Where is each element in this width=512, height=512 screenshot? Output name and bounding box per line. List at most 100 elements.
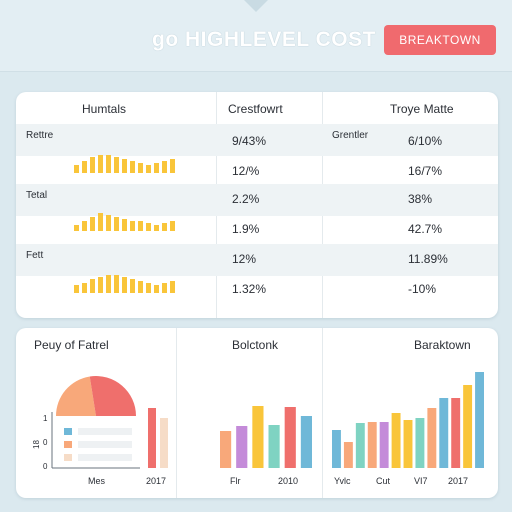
sparkline-bar: [138, 221, 143, 231]
sparkline: [74, 275, 175, 293]
legend-bar: [78, 454, 132, 461]
sparkline-bar: [170, 281, 175, 293]
sparkline-bar: [74, 225, 79, 231]
legend-bar: [78, 428, 132, 435]
bar: [391, 413, 401, 468]
bar: [268, 425, 280, 468]
bar: [475, 372, 484, 468]
y-tick: 1: [43, 414, 48, 423]
table-cell: 6/10%: [408, 134, 443, 148]
x-tick-label: 2017: [146, 476, 167, 486]
sparkline-bar: [82, 221, 87, 231]
sparkline-bar: [122, 219, 127, 231]
section-label: Fett: [26, 250, 44, 261]
bar: [252, 406, 264, 468]
x-tick-label: Mes: [88, 476, 106, 486]
sparkline-bar: [154, 163, 159, 173]
header-notch: [244, 0, 268, 12]
sparkline: [74, 155, 175, 173]
section-side-label: Grentler: [332, 130, 369, 141]
sparkline-bar: [130, 221, 135, 231]
right-chart: [332, 372, 484, 468]
panel-title-right: Baraktown: [414, 338, 471, 352]
bar: [236, 426, 248, 468]
legend-swatch: [64, 428, 72, 435]
sparkline-bar: [106, 215, 111, 231]
bar: [332, 430, 341, 468]
sparkline-bar: [162, 283, 167, 293]
table-cell: 11.89%: [408, 252, 448, 266]
sparkline-bar: [170, 221, 175, 231]
sparkline-bar: [106, 155, 111, 173]
table-row: [16, 124, 498, 156]
sparkline-bar: [122, 159, 127, 173]
pie-slice: [89, 376, 136, 416]
sparkline-bar: [162, 161, 167, 173]
table-cell: 12%: [232, 252, 257, 266]
panel-divider: [322, 328, 323, 498]
sparkline-bar: [98, 155, 103, 173]
bar: [403, 420, 413, 468]
table-row: [16, 244, 498, 276]
sparkline-bar: [114, 217, 119, 231]
sparkline-bar: [114, 157, 119, 173]
bar: [300, 416, 312, 468]
x-tick-label: Flr: [230, 476, 241, 486]
left-chart: [51, 376, 168, 469]
bar: [355, 423, 365, 468]
column-header-troye-matte: Troye Matte: [390, 102, 454, 116]
column-header-humtals: Humtals: [82, 102, 127, 116]
sparkline-bar: [90, 157, 95, 173]
sparkline-bar: [106, 275, 111, 293]
x-tick-label: VI7: [414, 476, 428, 486]
panel-title-middle: Bolctonk: [232, 338, 279, 352]
legend-swatch: [64, 441, 72, 448]
bar: [148, 408, 156, 468]
bar: [463, 385, 473, 468]
column-header-crestfowrt: Crestfowrt: [228, 102, 283, 116]
sparkline-bar: [138, 281, 143, 293]
header-bar: go HIGHLEVEL COST BREAKTOWN: [0, 0, 512, 72]
bar: [427, 408, 437, 468]
table-cell: 38%: [408, 192, 433, 206]
sparkline-bar: [82, 161, 87, 173]
sparkline-bar: [146, 283, 151, 293]
section-label: Rettre: [26, 130, 54, 141]
bar: [160, 418, 168, 468]
sparkline-bar: [74, 285, 79, 293]
bar: [367, 422, 377, 468]
bar: [415, 418, 425, 468]
x-tick-label: 2010: [278, 476, 299, 486]
sparkline-bar: [154, 285, 159, 293]
table-cell: 1.9%: [232, 222, 260, 236]
x-tick-label: Cut: [376, 476, 391, 486]
sparkline-bar: [154, 225, 159, 231]
bar: [379, 422, 389, 468]
table-cell: 16/7%: [408, 164, 443, 178]
y-tick: 0: [43, 462, 48, 471]
sparkline-bar: [82, 283, 87, 293]
sparkline-bar: [114, 275, 119, 293]
table-cell: 1.32%: [232, 282, 267, 296]
x-tick-label: Yvlc: [334, 476, 351, 486]
sparkline-bar: [130, 279, 135, 293]
sparkline-bar: [98, 213, 103, 231]
sparkline-bar: [138, 163, 143, 173]
table-row: [16, 184, 498, 216]
x-tick-label: 2017: [448, 476, 469, 486]
middle-chart: [220, 406, 312, 468]
charts-card: Peuy of Fatrel Bolctonk Baraktown 1 0 0 …: [16, 328, 498, 498]
table-cell: 2.2%: [232, 192, 260, 206]
sparkline-bar: [162, 223, 167, 231]
bar: [220, 431, 232, 468]
bar: [343, 442, 353, 468]
legend-swatch: [64, 454, 72, 461]
sparkline-bar: [74, 165, 79, 173]
sparkline-bar: [90, 279, 95, 293]
sparkline-bar: [130, 161, 135, 173]
table-cell: 42.7%: [408, 222, 443, 236]
sparkline: [74, 213, 175, 231]
breakdown-button[interactable]: BREAKTOWN: [384, 25, 496, 55]
sparkline-bar: [146, 165, 151, 173]
y-tick: 0: [43, 438, 48, 447]
